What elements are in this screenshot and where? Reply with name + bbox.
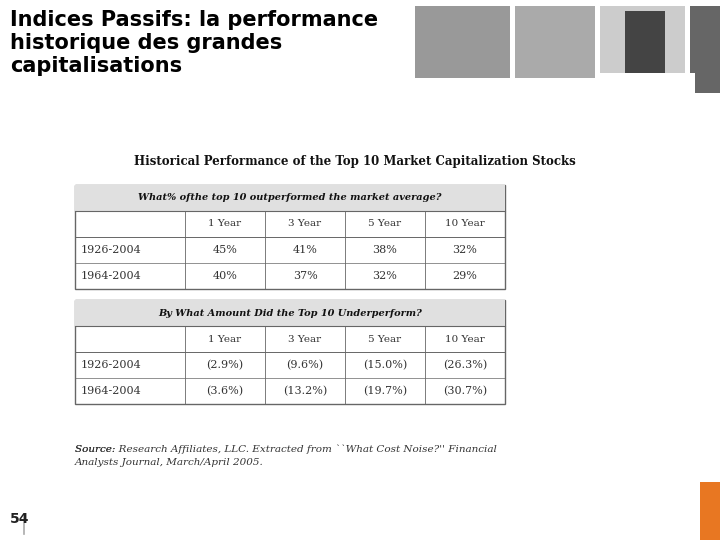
Text: (9.6%): (9.6%) (287, 360, 323, 370)
Bar (600, 6, 685, 78)
Text: capitalisations: capitalisations (10, 57, 182, 77)
Text: 45%: 45% (212, 245, 238, 255)
Bar (415, 6, 510, 78)
Text: 37%: 37% (292, 271, 318, 281)
Text: 32%: 32% (372, 271, 397, 281)
Text: 1926-2004: 1926-2004 (81, 245, 142, 255)
Text: What% ofthe top 10 outperformed the market average?: What% ofthe top 10 outperformed the mark… (138, 193, 442, 202)
Text: (2.9%): (2.9%) (207, 360, 243, 370)
Bar (75, 300, 505, 404)
Text: Indices Passifs: la performance: Indices Passifs: la performance (10, 10, 378, 30)
Text: 10 Year: 10 Year (445, 334, 485, 343)
Text: 1 Year: 1 Year (208, 219, 242, 228)
Text: historique des grandes: historique des grandes (10, 33, 282, 53)
Text: 10 Year: 10 Year (445, 219, 485, 228)
Text: (26.3%): (26.3%) (443, 360, 487, 370)
Bar (625, 11, 665, 73)
Bar (75, 300, 505, 326)
Text: 38%: 38% (372, 245, 397, 255)
Text: 5 Year: 5 Year (369, 334, 402, 343)
Text: 1964-2004: 1964-2004 (81, 386, 142, 396)
Text: 5 Year: 5 Year (369, 219, 402, 228)
Text: 1926-2004: 1926-2004 (81, 360, 142, 370)
Text: 3 Year: 3 Year (289, 219, 322, 228)
Text: 41%: 41% (292, 245, 318, 255)
Bar (690, 6, 720, 93)
Bar (75, 185, 505, 211)
Bar (600, 73, 695, 98)
Text: 1964-2004: 1964-2004 (81, 271, 142, 281)
Text: Source:: Source: (75, 445, 119, 454)
Text: 29%: 29% (453, 271, 477, 281)
Text: 40%: 40% (212, 271, 238, 281)
Bar (75, 185, 505, 289)
Text: 32%: 32% (453, 245, 477, 255)
Bar (75, 300, 505, 404)
Text: (13.2%): (13.2%) (283, 386, 327, 396)
Bar (515, 6, 595, 78)
Bar (75, 185, 505, 289)
Bar (700, 482, 720, 540)
Text: 3 Year: 3 Year (289, 334, 322, 343)
Text: (15.0%): (15.0%) (363, 360, 407, 370)
Text: 54: 54 (10, 512, 30, 526)
Text: (3.6%): (3.6%) (207, 386, 243, 396)
Text: (30.7%): (30.7%) (443, 386, 487, 396)
Text: By What Amount Did the Top 10 Underperform?: By What Amount Did the Top 10 Underperfo… (158, 308, 422, 318)
Text: Historical Performance of the Top 10 Market Capitalization Stocks: Historical Performance of the Top 10 Mar… (134, 155, 576, 168)
Text: Source: Research Affiliates, LLC. Extracted from ``What Cost Noise?'' Financial
: Source: Research Affiliates, LLC. Extrac… (75, 445, 497, 467)
Text: 1 Year: 1 Year (208, 334, 242, 343)
Text: (19.7%): (19.7%) (363, 386, 407, 396)
Bar (600, 6, 685, 78)
